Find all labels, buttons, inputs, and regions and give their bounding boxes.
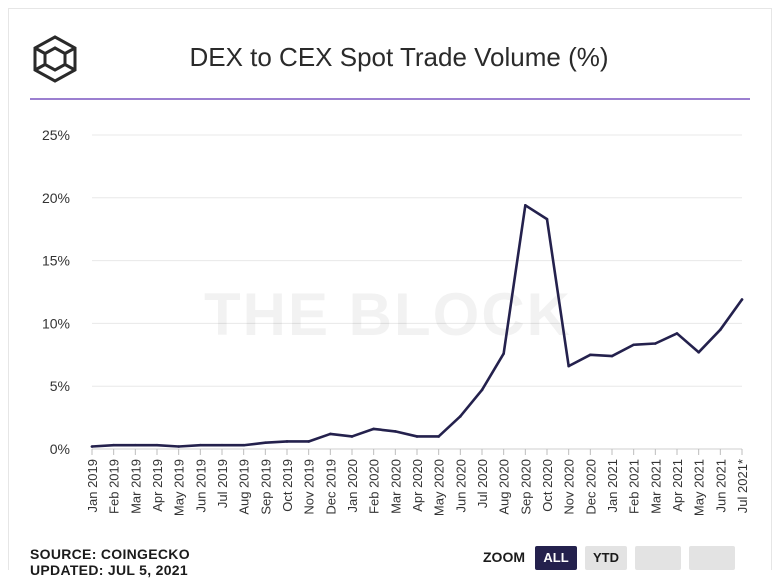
data-point	[459, 415, 462, 418]
x-tick-label: Oct 2020	[540, 459, 555, 512]
x-tick-label: Mar 2020	[388, 459, 403, 514]
x-tick-label: Jul 2019	[215, 459, 230, 508]
data-point	[394, 430, 397, 433]
x-tick-label: Jun 2019	[193, 459, 208, 513]
y-tick-label: 5%	[50, 378, 70, 394]
x-tick-label: Jun 2020	[453, 459, 468, 512]
data-point	[199, 443, 202, 447]
data-point	[567, 364, 570, 368]
x-tick-label: Nov 2020	[562, 459, 577, 515]
data-point	[134, 443, 137, 447]
data-point	[632, 343, 635, 347]
x-tick-label: Feb 2021	[627, 459, 642, 514]
x-tick-label: Jul 2021*	[735, 459, 750, 513]
y-tick-label: 15%	[42, 253, 70, 269]
x-tick-label: Feb 2019	[107, 459, 122, 514]
x-tick-label: May 2020	[432, 459, 447, 516]
data-point	[350, 435, 354, 438]
line-chart: THE BLOCK 0% 5% 10% 15% 20% 25% Jan 2019 Feb 2…	[42, 127, 750, 516]
x-tick-label: Mar 2019	[128, 459, 143, 514]
data-point	[372, 427, 375, 431]
data-point	[415, 435, 419, 438]
zoom-option-button[interactable]	[635, 546, 681, 570]
data-point	[90, 445, 94, 448]
title-divider	[30, 98, 750, 100]
x-tick-label: Jan 2021	[605, 459, 620, 513]
source-note: SOURCE: COINGECKO UPDATED: JUL 5, 2021	[30, 546, 190, 578]
data-point	[610, 354, 614, 358]
data-point	[112, 443, 115, 447]
zoom-controls: ZOOM ALL YTD	[483, 546, 735, 570]
x-tick-label: Jun 2021	[713, 459, 728, 513]
data-point	[437, 435, 440, 438]
y-tick-label: 0%	[50, 441, 70, 457]
x-tick-label: Dec 2020	[583, 459, 598, 515]
data-point	[307, 440, 310, 443]
source-text: SOURCE: COINGECKO	[30, 546, 190, 562]
data-point	[545, 217, 549, 221]
zoom-label: ZOOM	[483, 549, 525, 565]
x-tick-label: May 2021	[692, 459, 707, 516]
data-point	[264, 441, 267, 445]
x-tick-label: Aug 2019	[237, 459, 252, 515]
x-tick-label: May 2019	[172, 459, 187, 516]
data-point	[675, 332, 679, 335]
y-tick-label: 10%	[42, 315, 70, 331]
x-tick-label: Apr 2021	[670, 459, 685, 512]
y-tick-label: 25%	[42, 127, 70, 143]
x-tick-label: Sep 2020	[518, 459, 533, 515]
data-point	[177, 445, 180, 448]
x-tick-label: Apr 2019	[150, 459, 165, 512]
the-block-logo-icon	[33, 35, 77, 83]
x-tick-label: Jul 2020	[475, 459, 490, 508]
zoom-option-button[interactable]	[689, 546, 735, 570]
x-tick-label: Feb 2020	[367, 459, 382, 514]
chart-frame	[8, 8, 772, 570]
data-point	[740, 298, 744, 301]
zoom-all-button[interactable]: ALL	[535, 546, 577, 570]
x-tick-label: Mar 2021	[648, 459, 663, 514]
zoom-ytd-button[interactable]: YTD	[585, 546, 627, 570]
y-tick-label: 20%	[42, 190, 70, 206]
updated-text: UPDATED: JUL 5, 2021	[30, 562, 188, 578]
x-tick-label: Dec 2019	[323, 459, 338, 515]
x-tick-label: Jan 2020	[345, 459, 360, 513]
data-point	[589, 353, 592, 357]
x-tick-label: Nov 2019	[302, 459, 317, 515]
chart-title: DEX to CEX Spot Trade Volume (%)	[189, 42, 609, 72]
data-point	[502, 352, 505, 355]
data-point	[719, 328, 722, 331]
x-tick-label: Aug 2020	[497, 459, 512, 515]
watermark: THE BLOCK	[204, 281, 572, 348]
data-point	[480, 388, 484, 392]
data-point	[242, 443, 245, 447]
data-point	[220, 443, 224, 447]
x-tick-label: Sep 2019	[258, 459, 273, 515]
x-tick-label: Apr 2020	[410, 459, 425, 512]
data-point	[697, 350, 700, 354]
data-point	[155, 443, 159, 447]
data-point	[524, 204, 527, 207]
data-point	[285, 440, 289, 443]
data-point	[329, 432, 332, 436]
x-tick-label: Oct 2019	[280, 459, 295, 512]
x-tick-label: Jan 2019	[85, 459, 100, 513]
data-point	[654, 342, 657, 345]
